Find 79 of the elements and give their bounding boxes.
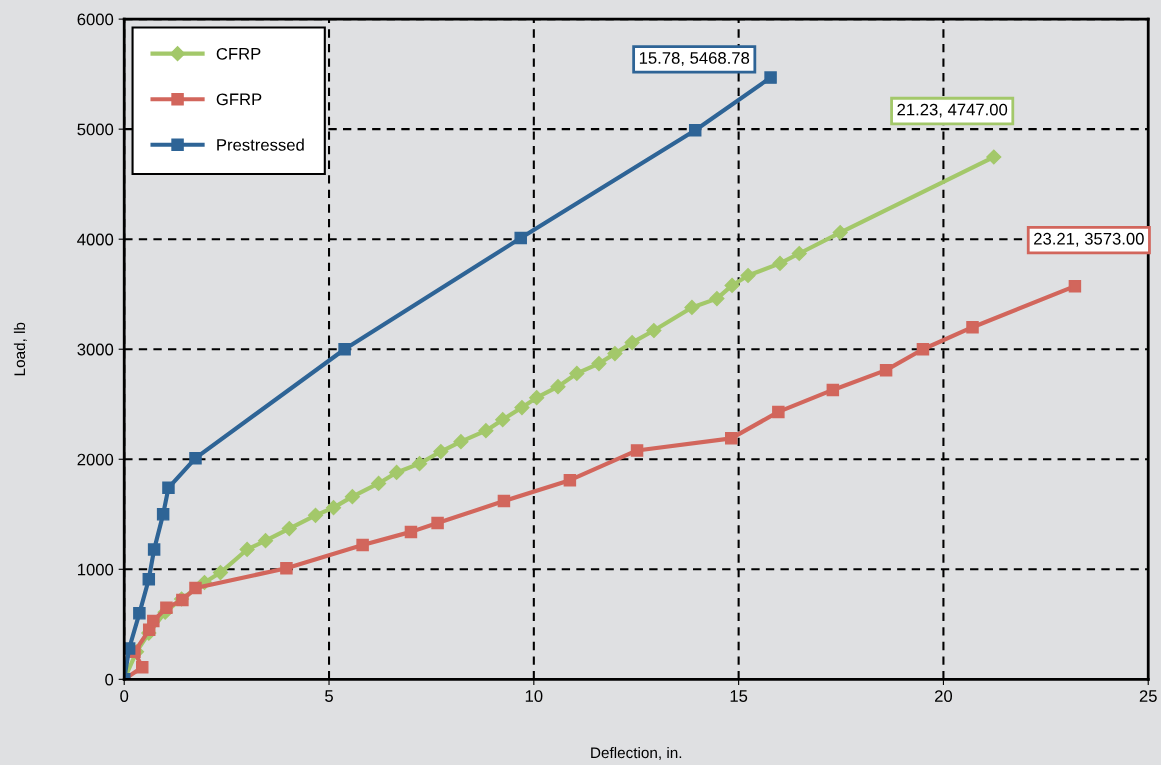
point bbox=[147, 614, 160, 628]
x-tick-label: 0 bbox=[120, 690, 129, 702]
point bbox=[772, 255, 788, 271]
point bbox=[239, 541, 255, 558]
x-tick-label: 20 bbox=[935, 690, 953, 702]
point bbox=[569, 365, 585, 381]
point bbox=[411, 456, 428, 472]
annotation: 23.21, 3573.00 bbox=[1034, 232, 1144, 247]
point bbox=[325, 500, 342, 516]
legend-label: GFRP bbox=[216, 93, 262, 106]
point bbox=[162, 481, 175, 495]
x-tick-label: 5 bbox=[325, 690, 333, 702]
y-axis-title: Load, lb bbox=[13, 322, 27, 376]
x-tick-label: 25 bbox=[1139, 690, 1157, 702]
point bbox=[307, 507, 324, 523]
y-tick-label: 1000 bbox=[78, 563, 114, 576]
point bbox=[630, 444, 644, 457]
point bbox=[389, 464, 405, 481]
y-tick-label: 6000 bbox=[77, 13, 114, 26]
point bbox=[156, 508, 170, 521]
point bbox=[529, 390, 545, 406]
point bbox=[688, 124, 702, 137]
y-tick-label: 3000 bbox=[77, 343, 114, 356]
point bbox=[826, 383, 840, 397]
point bbox=[791, 245, 807, 262]
point bbox=[281, 521, 297, 537]
point bbox=[1068, 279, 1082, 293]
point bbox=[338, 342, 351, 356]
point bbox=[356, 538, 369, 552]
point bbox=[725, 432, 738, 445]
point bbox=[916, 342, 930, 356]
point bbox=[709, 291, 725, 307]
point bbox=[740, 267, 756, 284]
point bbox=[607, 346, 623, 362]
point bbox=[591, 355, 607, 372]
point bbox=[684, 299, 700, 315]
point bbox=[189, 581, 202, 595]
point bbox=[212, 565, 229, 581]
legend-label: CFRP bbox=[216, 47, 261, 60]
point bbox=[133, 607, 146, 620]
y-tick-label: 4000 bbox=[77, 233, 114, 246]
point bbox=[646, 322, 662, 339]
point bbox=[514, 399, 530, 416]
point bbox=[986, 149, 1002, 165]
point bbox=[344, 489, 360, 505]
annotation: 15.78, 5468.78 bbox=[639, 52, 750, 66]
point bbox=[453, 434, 469, 450]
annotation: 21.23, 4747.00 bbox=[897, 103, 1008, 118]
x-tick-label: 10 bbox=[525, 690, 543, 702]
point bbox=[135, 660, 149, 674]
point bbox=[257, 533, 274, 549]
point bbox=[624, 335, 640, 351]
point bbox=[497, 494, 511, 508]
point bbox=[724, 277, 740, 293]
point bbox=[431, 516, 444, 530]
x-axis-title: Deflection, in. bbox=[591, 746, 682, 760]
point bbox=[966, 320, 979, 334]
point bbox=[478, 423, 494, 439]
point bbox=[879, 363, 893, 377]
point bbox=[550, 379, 566, 395]
point bbox=[563, 473, 577, 487]
point bbox=[189, 451, 202, 465]
point bbox=[142, 572, 156, 586]
point bbox=[371, 475, 387, 492]
point bbox=[147, 543, 161, 556]
point bbox=[832, 225, 848, 241]
point bbox=[495, 412, 511, 428]
point bbox=[433, 443, 449, 460]
point bbox=[160, 601, 173, 615]
y-tick-label: 0 bbox=[105, 673, 114, 686]
x-tick-label: 15 bbox=[730, 690, 748, 702]
y-tick-label: 5000 bbox=[77, 123, 114, 136]
point bbox=[514, 231, 527, 245]
point bbox=[772, 405, 785, 419]
point bbox=[404, 525, 418, 539]
point bbox=[764, 71, 777, 84]
y-tick-label: 2000 bbox=[77, 453, 114, 466]
point bbox=[280, 561, 293, 575]
legend-label: Prestressed bbox=[217, 138, 304, 151]
